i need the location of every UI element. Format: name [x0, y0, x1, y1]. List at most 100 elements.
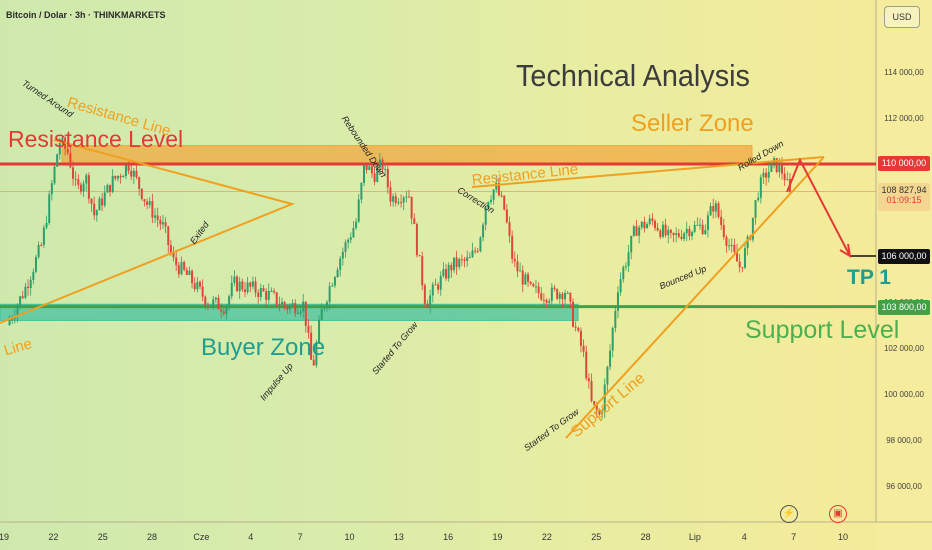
candle-body [275, 292, 278, 305]
candle-body [780, 164, 783, 174]
candle-body [770, 162, 773, 172]
candle-body [513, 258, 516, 262]
x-tick-label: 7 [791, 532, 796, 542]
candle-body [143, 199, 146, 202]
candle-body [228, 296, 231, 306]
candle-body [437, 284, 440, 290]
candle-body [352, 228, 355, 238]
candle-body [468, 257, 471, 259]
candle-body [616, 292, 619, 311]
current-price-label: 108 827,94 [881, 185, 927, 195]
candle-body [243, 289, 246, 293]
candle-body [402, 197, 405, 203]
candle-body [384, 168, 387, 170]
candle-body [648, 218, 651, 224]
candle-body [127, 165, 130, 171]
candle-body [534, 286, 537, 288]
candle-body [714, 203, 717, 212]
candle-body [455, 257, 458, 267]
candle-body [442, 269, 445, 277]
candle-body [582, 345, 585, 352]
candle-body [489, 199, 492, 202]
candle-body [741, 267, 744, 269]
candle-body [323, 307, 326, 309]
candle-body [278, 304, 281, 306]
candle-body [720, 216, 723, 225]
candle-body [722, 224, 725, 237]
candle-body [87, 175, 90, 199]
candle-body [521, 270, 524, 285]
candle-body [683, 233, 686, 240]
x-tick-label: Lip [689, 532, 701, 542]
buyer-zone [0, 303, 579, 321]
candle-body [672, 232, 675, 236]
candle-body [519, 270, 522, 272]
candle-body [495, 182, 498, 190]
candle-body [654, 221, 657, 229]
candle-body [447, 264, 450, 279]
candle-body [347, 239, 350, 243]
candle-body [50, 183, 53, 195]
candle-body [730, 244, 733, 246]
calendar-icon[interactable]: ▣ [829, 505, 847, 523]
candle-body [360, 182, 363, 200]
candle-body [251, 281, 254, 287]
currency-button[interactable]: USD [884, 6, 920, 28]
candle-body [773, 158, 776, 163]
lightning-icon[interactable]: ⚡ [780, 505, 798, 523]
candle-body [312, 359, 315, 366]
candle-body [273, 290, 276, 293]
resistance-trendline-mid [471, 156, 825, 188]
candle-body [624, 266, 627, 268]
candle-body [206, 305, 209, 307]
candle-body [458, 259, 461, 267]
price-label-106000: 106 000,00 [878, 249, 930, 264]
candle-body [627, 252, 630, 267]
candle-body [45, 223, 48, 228]
candle-body [765, 172, 768, 178]
candle-body [201, 286, 204, 297]
candle-body [667, 229, 670, 236]
candle-body [698, 224, 701, 226]
candle-body [85, 175, 88, 184]
x-tick-label: 19 [493, 532, 503, 542]
candle-body [29, 279, 32, 288]
candle-body [156, 215, 159, 220]
candle-body [378, 159, 381, 168]
candle-body [204, 296, 207, 306]
x-tick-label: 7 [298, 532, 303, 542]
candle-body [471, 250, 474, 258]
symbol-header: Bitcoin / Dolar · 3h · THINKMARKETS [6, 10, 166, 20]
candle-body [111, 175, 114, 193]
chart-title: Technical Analysis [516, 58, 750, 93]
candle-body [550, 287, 553, 301]
candle-body [116, 175, 119, 179]
candle-body [310, 332, 313, 360]
candle-body [246, 282, 249, 293]
support-level-label: Support Level [745, 316, 900, 344]
candle-body [48, 194, 51, 224]
candle-body [405, 196, 408, 198]
candle-body [579, 330, 582, 346]
candle-body [214, 297, 217, 300]
projection-path [786, 157, 851, 257]
candle-body [198, 281, 201, 287]
candle-body [397, 202, 400, 204]
candle-body [706, 215, 709, 230]
candle-body [646, 223, 649, 229]
candle-body [307, 325, 310, 333]
candle-body [101, 198, 104, 206]
candle-body [691, 231, 694, 237]
candle-body [622, 267, 625, 280]
candle-body [661, 224, 664, 237]
candle-body [95, 210, 98, 216]
candle-body [291, 303, 294, 305]
candle-body [124, 165, 127, 176]
candle-body [365, 165, 368, 170]
candle-body [185, 269, 188, 275]
candle-body [696, 224, 699, 226]
candle-body [474, 250, 477, 252]
candle-body [540, 293, 543, 300]
